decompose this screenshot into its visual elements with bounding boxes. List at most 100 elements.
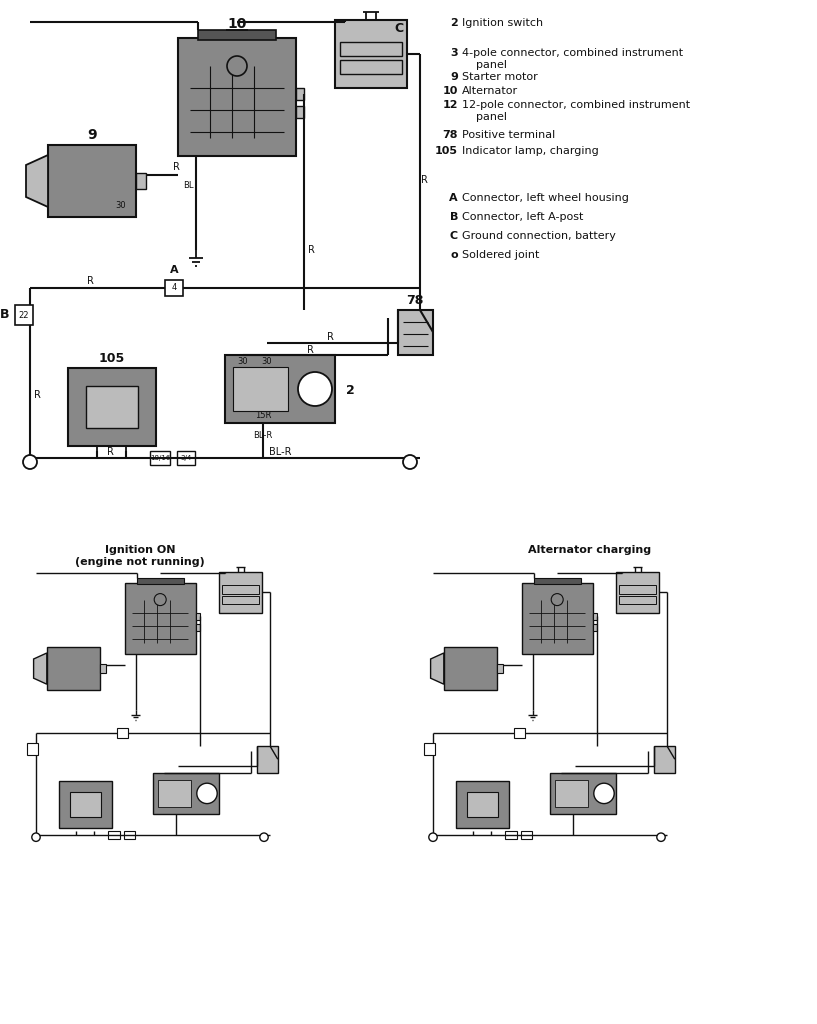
- Text: 30: 30: [261, 356, 272, 366]
- Text: C: C: [395, 22, 404, 35]
- Text: R: R: [421, 175, 427, 185]
- Bar: [340, 42, 402, 56]
- Circle shape: [403, 455, 417, 469]
- Circle shape: [197, 783, 217, 804]
- Text: 12-pole connector, combined instrument
    panel: 12-pole connector, combined instrument p…: [462, 100, 690, 122]
- Text: 105: 105: [435, 146, 458, 156]
- Bar: [153, 773, 219, 814]
- Text: 78: 78: [406, 294, 424, 306]
- Polygon shape: [431, 653, 444, 684]
- Bar: [195, 612, 200, 620]
- Bar: [195, 624, 200, 631]
- Bar: [497, 664, 502, 674]
- Bar: [177, 451, 195, 465]
- Text: B: B: [449, 212, 458, 222]
- Bar: [165, 280, 183, 296]
- Bar: [124, 830, 135, 839]
- Bar: [136, 578, 184, 584]
- Bar: [225, 355, 335, 423]
- Text: BL-R: BL-R: [253, 430, 273, 439]
- Text: 4-pole connector, combined instrument
    panel: 4-pole connector, combined instrument pa…: [462, 48, 683, 70]
- Bar: [467, 792, 498, 817]
- Text: Soldered joint: Soldered joint: [462, 250, 539, 260]
- Bar: [522, 583, 592, 653]
- Text: 2: 2: [450, 18, 458, 28]
- Text: R: R: [106, 447, 114, 457]
- Circle shape: [298, 372, 332, 406]
- Text: R: R: [307, 245, 315, 255]
- Bar: [198, 30, 276, 40]
- Bar: [555, 780, 587, 807]
- Bar: [619, 596, 656, 604]
- Circle shape: [154, 594, 166, 605]
- Text: 15R: 15R: [255, 411, 271, 420]
- Circle shape: [551, 594, 563, 605]
- Text: R: R: [327, 332, 333, 342]
- Bar: [505, 830, 517, 839]
- Text: Starter motor: Starter motor: [462, 72, 538, 82]
- Text: R: R: [87, 276, 93, 286]
- Text: BL-R: BL-R: [269, 447, 291, 457]
- Bar: [296, 88, 304, 100]
- Circle shape: [23, 455, 37, 469]
- Bar: [514, 728, 525, 737]
- Text: R: R: [172, 162, 180, 172]
- Bar: [150, 451, 170, 465]
- Bar: [59, 780, 112, 827]
- Bar: [233, 367, 288, 411]
- Bar: [222, 585, 259, 594]
- Text: Alternator charging: Alternator charging: [529, 545, 652, 555]
- Bar: [108, 830, 120, 839]
- Bar: [117, 728, 127, 737]
- Text: Indicator lamp, charging: Indicator lamp, charging: [462, 146, 599, 156]
- Bar: [222, 596, 259, 604]
- Text: 9: 9: [450, 72, 458, 82]
- Bar: [86, 386, 138, 428]
- Bar: [424, 743, 435, 755]
- Bar: [654, 746, 675, 773]
- Text: Ignition switch: Ignition switch: [462, 18, 543, 28]
- Bar: [178, 38, 296, 156]
- Polygon shape: [33, 653, 47, 684]
- Bar: [592, 612, 597, 620]
- Text: 30: 30: [116, 201, 127, 210]
- Bar: [68, 368, 156, 446]
- Text: 12: 12: [443, 100, 458, 110]
- Text: A: A: [449, 193, 458, 203]
- Text: 30: 30: [238, 356, 248, 366]
- Bar: [15, 305, 33, 325]
- Text: R: R: [306, 345, 314, 355]
- Text: o: o: [450, 250, 458, 260]
- Bar: [125, 583, 195, 653]
- Text: 18/16: 18/16: [150, 455, 170, 461]
- Bar: [27, 743, 38, 755]
- Text: Alternator: Alternator: [462, 86, 518, 96]
- Text: Connector, left wheel housing: Connector, left wheel housing: [462, 193, 629, 203]
- Bar: [296, 106, 304, 118]
- Bar: [616, 572, 659, 612]
- Text: Ignition ON
(engine not running): Ignition ON (engine not running): [75, 545, 205, 566]
- Bar: [47, 647, 100, 690]
- Text: 2: 2: [346, 384, 355, 397]
- Bar: [534, 578, 581, 584]
- Bar: [444, 647, 497, 690]
- Circle shape: [260, 833, 268, 842]
- Bar: [69, 792, 100, 817]
- Text: Connector, left A-post: Connector, left A-post: [462, 212, 583, 222]
- Bar: [48, 145, 136, 217]
- Text: Ground connection, battery: Ground connection, battery: [462, 231, 616, 241]
- Text: C: C: [450, 231, 458, 241]
- Text: 78: 78: [443, 130, 458, 140]
- Text: 22: 22: [19, 310, 29, 319]
- Circle shape: [32, 833, 40, 842]
- Bar: [521, 830, 532, 839]
- Text: 3: 3: [450, 48, 458, 58]
- Circle shape: [227, 56, 247, 76]
- Polygon shape: [26, 155, 48, 207]
- Text: 105: 105: [99, 351, 125, 365]
- Bar: [398, 310, 433, 355]
- Text: BL: BL: [183, 180, 194, 189]
- Text: R: R: [33, 390, 40, 400]
- Bar: [340, 60, 402, 74]
- Bar: [592, 624, 597, 631]
